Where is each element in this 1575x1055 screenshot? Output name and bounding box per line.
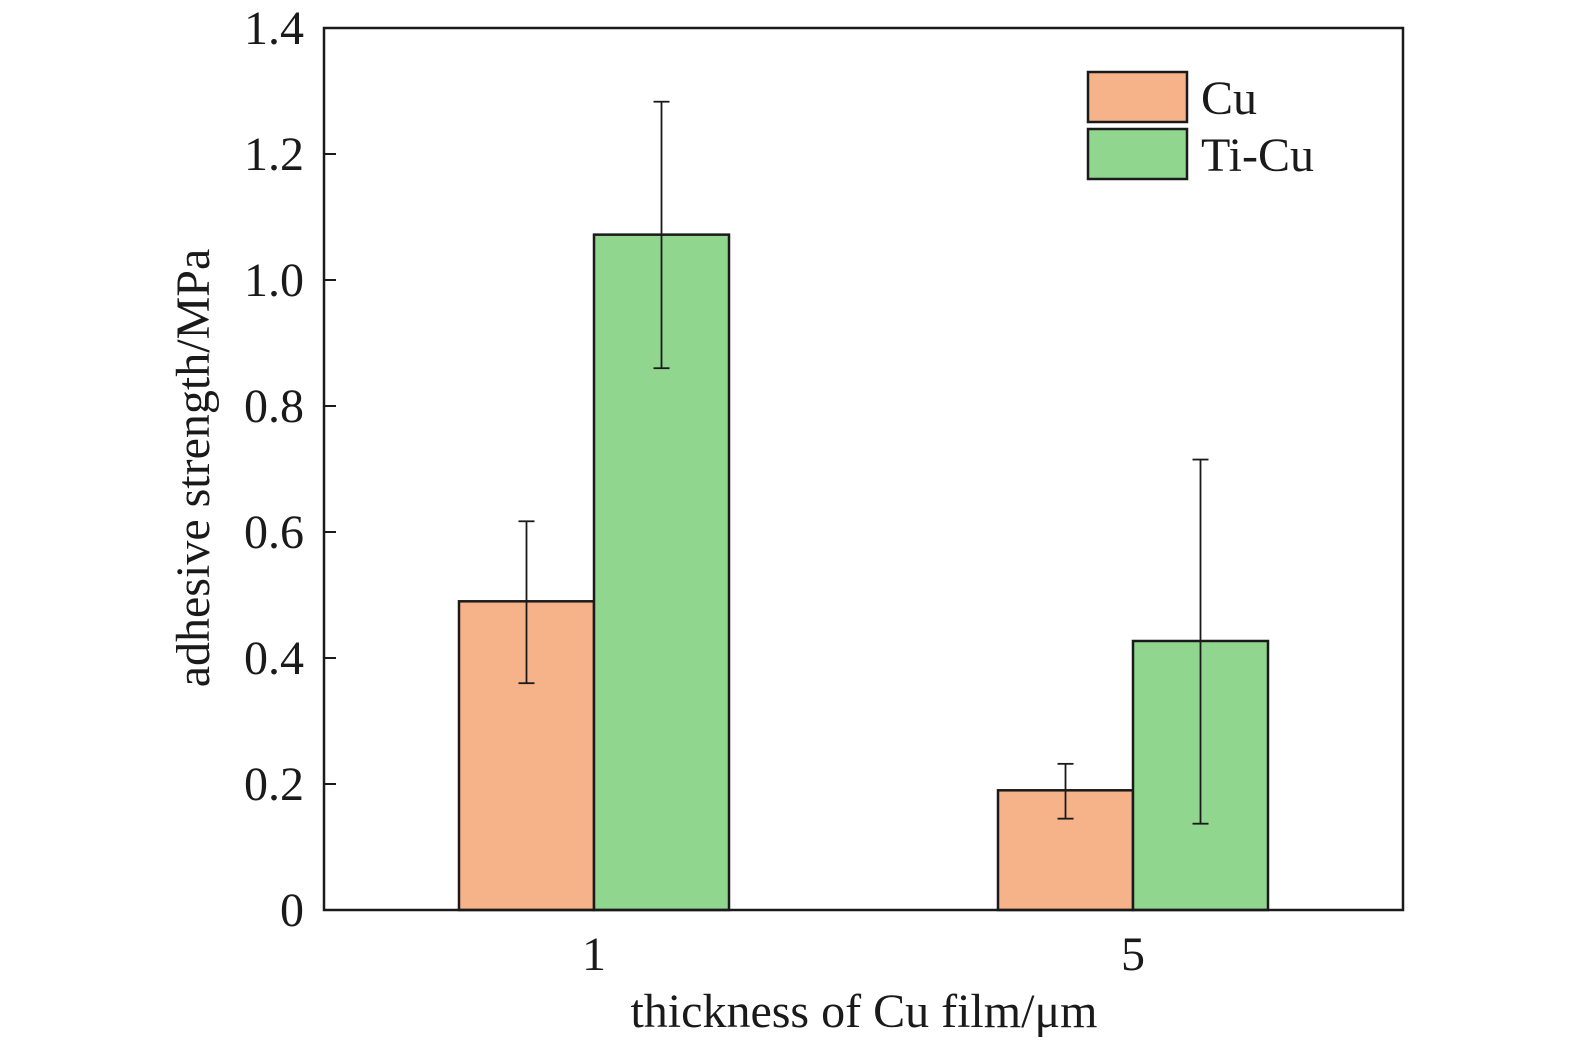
- axes-layer: 0 0.2 0.4 0.6 0.8 1.0 1.2 1.4 1 5: [244, 2, 1405, 981]
- y-tick-label: 0.2: [244, 758, 304, 811]
- y-axis-title: adhesive strength/MPa: [167, 249, 220, 688]
- y-tick-label: 0.4: [244, 632, 304, 685]
- y-tick-label: 0.8: [244, 380, 304, 433]
- legend-swatch-cu: [1086, 70, 1189, 124]
- y-tick-label: 1.4: [244, 2, 304, 55]
- x-tick-label: 5: [1121, 928, 1145, 981]
- bars-layer: [457, 233, 1270, 912]
- y-tick-label: 1.2: [244, 128, 304, 181]
- x-axis-title: thickness of Cu film/μm: [630, 985, 1097, 1038]
- y-tick-label: 0.6: [244, 506, 304, 559]
- x-tick-label: 1: [582, 928, 606, 981]
- y-tick-label: 0: [280, 884, 304, 937]
- y-tick-label: 1.0: [244, 254, 304, 307]
- legend-label-ti-cu: Ti-Cu: [1201, 129, 1314, 182]
- legend-swatch-ti-cu: [1086, 127, 1189, 181]
- errorbars-layer: [518, 100, 1209, 825]
- legend-label-cu: Cu: [1201, 72, 1257, 125]
- plot-frame: [322, 26, 1405, 912]
